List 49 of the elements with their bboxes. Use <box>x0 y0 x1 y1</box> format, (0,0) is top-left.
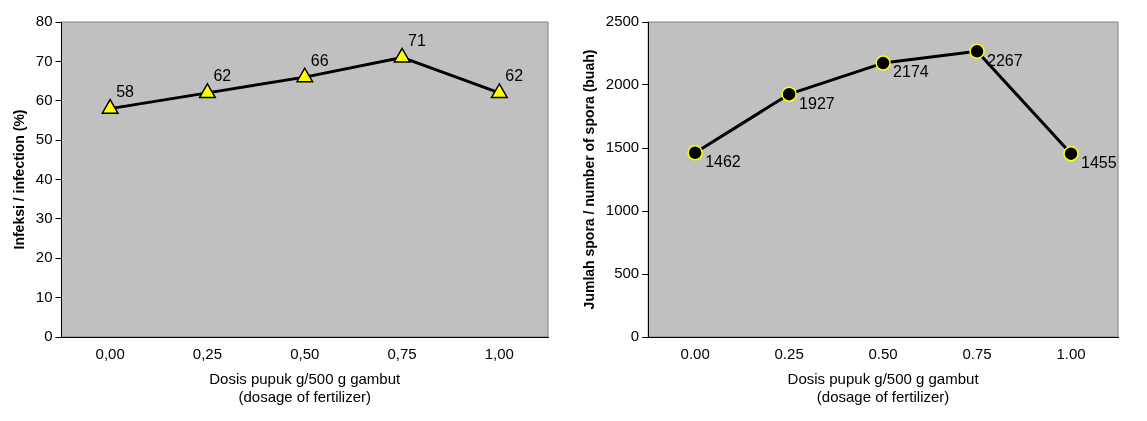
data-label: 58 <box>116 83 135 101</box>
y-tick-label: 1500 <box>605 138 640 156</box>
y-tick-label: 1000 <box>605 201 640 219</box>
x-tick-label: 0.50 <box>868 345 898 363</box>
x-tick-label: 0,75 <box>387 345 417 363</box>
y-tick-label: 20 <box>35 248 53 266</box>
data-label: 2174 <box>893 63 929 81</box>
x-tick-label: 0.00 <box>680 345 710 363</box>
y-tick-label: 70 <box>35 51 53 69</box>
data-label: 66 <box>310 51 329 69</box>
y-tick-label: 0 <box>630 327 640 345</box>
point <box>101 98 119 114</box>
point <box>781 86 797 102</box>
point <box>296 67 314 83</box>
point <box>490 83 508 99</box>
x-tick-label: 0,50 <box>290 345 320 363</box>
data-label: 62 <box>213 67 232 85</box>
x-tick-label: 0,00 <box>95 345 125 363</box>
x-axis-title: Dosis pupuk g/500 g gambut (dosage of fertilizer) <box>209 370 402 406</box>
point <box>198 83 216 99</box>
y-tick-label: 2000 <box>605 75 640 93</box>
data-label: 1927 <box>799 94 835 112</box>
y-tick-label: 60 <box>35 90 53 108</box>
y-axis-title: Infeksi / infection (%) <box>11 109 28 250</box>
x-axis-title: Dosis pupuk g/500 g gambut (dosage of fertilizer) <box>787 370 980 406</box>
y-tick-label: 40 <box>35 169 53 187</box>
y-tick-label: 50 <box>35 130 53 148</box>
y-tick-label: 80 <box>35 12 53 30</box>
data-label: 1455 <box>1081 154 1117 172</box>
y-tick-label: 2500 <box>605 12 640 30</box>
data-label: 1462 <box>705 153 741 171</box>
y-tick-label: 0 <box>44 327 53 345</box>
point <box>969 43 985 60</box>
x-tick-label: 0.75 <box>962 345 992 363</box>
data-label: 2267 <box>987 51 1023 69</box>
y-tick-label: 10 <box>35 287 53 305</box>
point <box>687 145 703 161</box>
point <box>875 55 891 71</box>
data-label: 71 <box>408 31 426 49</box>
x-tick-label: 0,25 <box>192 345 223 363</box>
y-axis-title: Jumlah spora / number of spora (buah) <box>581 49 598 310</box>
x-tick-label: 1,00 <box>484 345 514 363</box>
x-tick-label: 0.25 <box>774 345 804 363</box>
point <box>393 47 411 63</box>
x-tick-label: 1.00 <box>1056 345 1086 363</box>
y-tick-label: 30 <box>35 209 53 227</box>
data-label: 62 <box>505 67 524 85</box>
point <box>1063 145 1079 162</box>
y-tick-label: 500 <box>614 264 640 282</box>
